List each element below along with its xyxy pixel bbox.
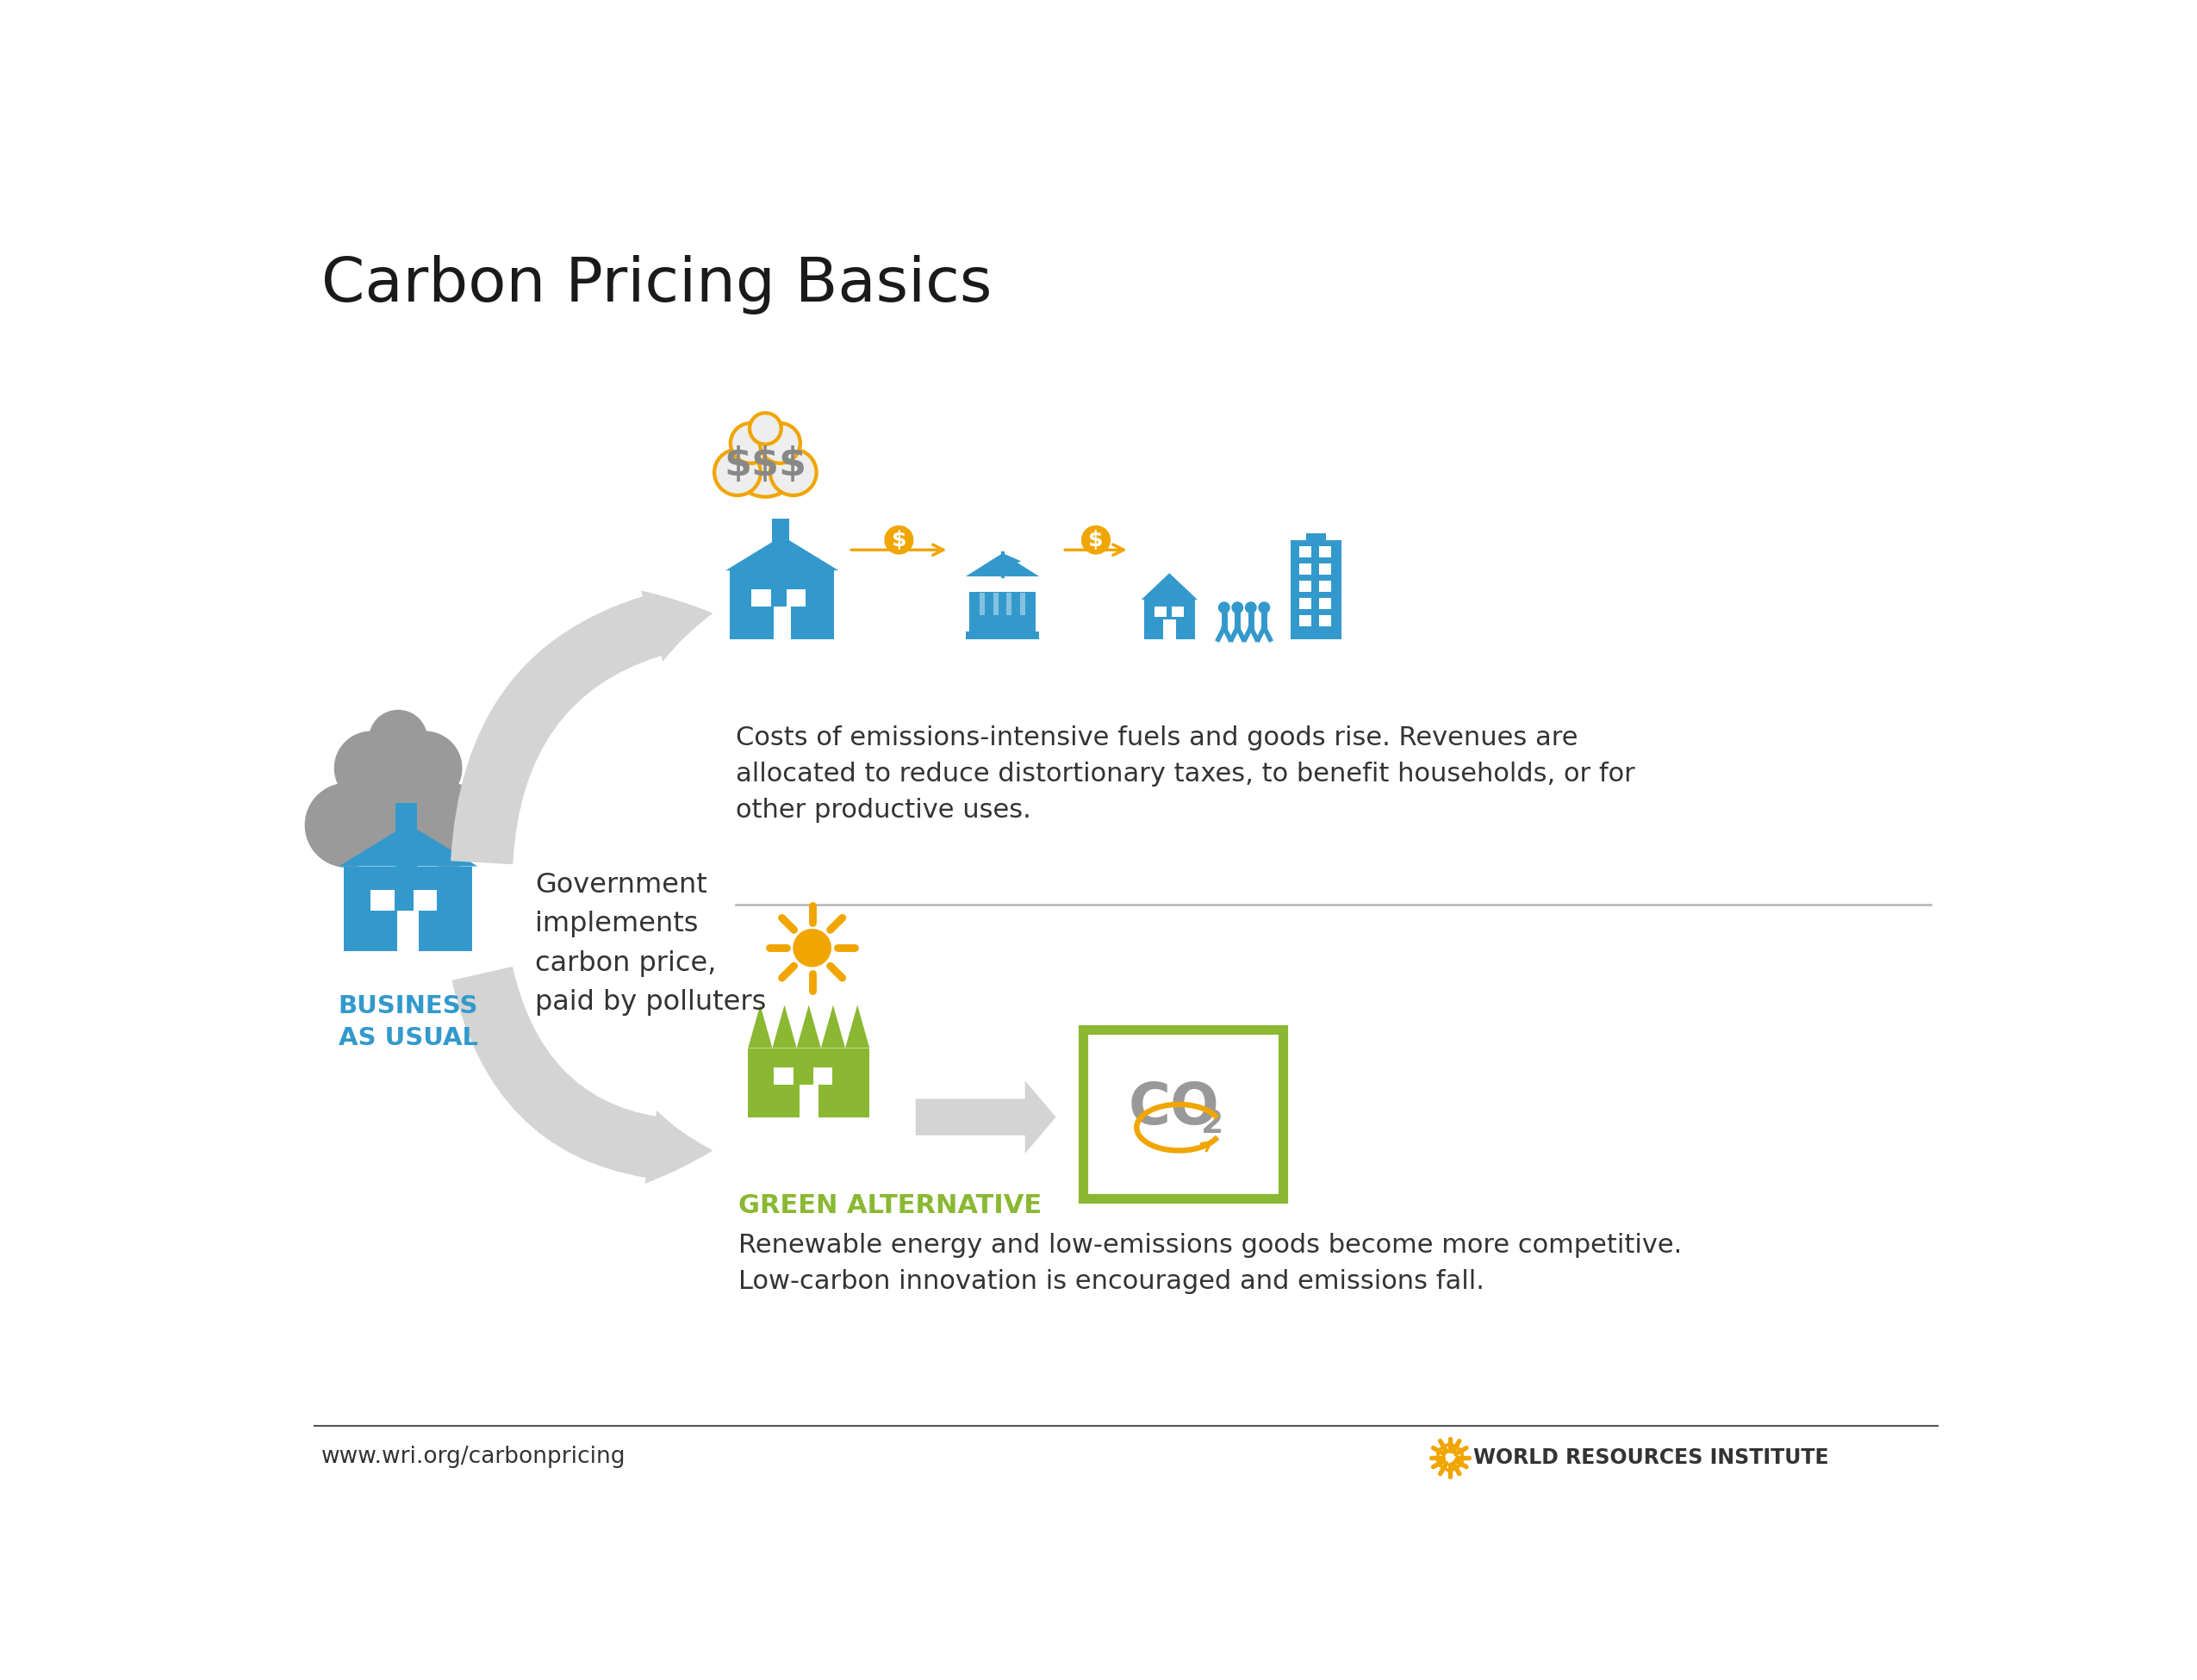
Circle shape [1081, 526, 1112, 554]
Text: $: $ [892, 529, 907, 551]
Text: GREEN ALTERNATIVE: GREEN ALTERNATIVE [738, 1193, 1041, 1218]
Circle shape [729, 428, 800, 499]
FancyBboxPatch shape [993, 593, 997, 630]
FancyBboxPatch shape [973, 623, 1033, 632]
Circle shape [883, 526, 914, 554]
FancyBboxPatch shape [1318, 546, 1331, 558]
FancyBboxPatch shape [1298, 598, 1312, 608]
Text: Renewable energy and low-emissions goods become more competitive.
Low-carbon inn: Renewable energy and low-emissions goods… [738, 1233, 1683, 1294]
FancyBboxPatch shape [1298, 564, 1312, 575]
Circle shape [758, 422, 802, 465]
FancyBboxPatch shape [773, 606, 791, 640]
Circle shape [734, 432, 798, 496]
FancyBboxPatch shape [980, 615, 1026, 623]
FancyBboxPatch shape [1145, 600, 1195, 640]
Polygon shape [338, 823, 477, 867]
Circle shape [338, 746, 459, 865]
FancyBboxPatch shape [1318, 564, 1331, 575]
FancyBboxPatch shape [1292, 539, 1342, 640]
FancyBboxPatch shape [371, 890, 393, 911]
FancyArrowPatch shape [453, 966, 712, 1183]
Circle shape [793, 929, 830, 968]
FancyArrow shape [916, 1080, 1057, 1154]
Circle shape [716, 452, 758, 494]
Text: BUSINESS
AS USUAL: BUSINESS AS USUAL [338, 995, 479, 1050]
FancyBboxPatch shape [1298, 546, 1312, 558]
FancyBboxPatch shape [1019, 593, 1026, 630]
FancyBboxPatch shape [1318, 598, 1331, 608]
FancyBboxPatch shape [1083, 1030, 1283, 1198]
Text: WORLD RESOURCES INSTITUTE: WORLD RESOURCES INSTITUTE [1474, 1446, 1828, 1468]
Circle shape [369, 709, 428, 768]
Text: Government
implements
carbon price,
paid by polluters: Government implements carbon price, paid… [536, 872, 767, 1016]
FancyBboxPatch shape [773, 1067, 793, 1084]
FancyBboxPatch shape [813, 1067, 833, 1084]
Circle shape [1233, 601, 1244, 613]
FancyBboxPatch shape [395, 803, 417, 872]
FancyBboxPatch shape [771, 519, 789, 575]
Polygon shape [725, 536, 839, 571]
Circle shape [387, 731, 461, 805]
Circle shape [729, 422, 773, 465]
FancyBboxPatch shape [729, 571, 835, 640]
FancyBboxPatch shape [969, 591, 1035, 640]
FancyBboxPatch shape [1006, 593, 1013, 630]
Polygon shape [747, 1005, 870, 1048]
Circle shape [1217, 601, 1230, 613]
FancyBboxPatch shape [1307, 533, 1327, 543]
Circle shape [762, 425, 798, 462]
Circle shape [769, 447, 817, 497]
FancyBboxPatch shape [787, 590, 806, 606]
FancyBboxPatch shape [747, 1048, 870, 1117]
FancyBboxPatch shape [1318, 615, 1331, 627]
Circle shape [1259, 601, 1270, 613]
Circle shape [747, 412, 782, 447]
Polygon shape [1002, 553, 1022, 570]
FancyBboxPatch shape [980, 593, 984, 630]
Circle shape [406, 783, 492, 867]
Text: $: $ [1088, 529, 1103, 551]
Text: CO: CO [1127, 1079, 1219, 1136]
FancyBboxPatch shape [1298, 615, 1312, 627]
FancyBboxPatch shape [1298, 581, 1312, 591]
Text: 2: 2 [1200, 1109, 1224, 1141]
Circle shape [771, 452, 815, 494]
Circle shape [305, 783, 391, 867]
Polygon shape [1140, 573, 1197, 600]
Circle shape [751, 415, 780, 442]
Text: Carbon Pricing Basics: Carbon Pricing Basics [321, 255, 993, 314]
FancyBboxPatch shape [967, 632, 1039, 640]
FancyBboxPatch shape [413, 890, 437, 911]
Text: www.wri.org/carbonpricing: www.wri.org/carbonpricing [321, 1445, 626, 1468]
Text: $$$: $$$ [725, 445, 806, 484]
Text: Costs of emissions-intensive fuels and goods rise. Revenues are
allocated to red: Costs of emissions-intensive fuels and g… [736, 726, 1635, 823]
FancyBboxPatch shape [398, 911, 420, 951]
Polygon shape [967, 553, 1039, 576]
Circle shape [732, 425, 769, 462]
FancyBboxPatch shape [1318, 581, 1331, 591]
FancyBboxPatch shape [751, 590, 771, 606]
FancyBboxPatch shape [345, 867, 472, 951]
FancyBboxPatch shape [1162, 620, 1175, 640]
FancyBboxPatch shape [1156, 606, 1167, 617]
Circle shape [1246, 601, 1257, 613]
FancyArrowPatch shape [450, 591, 714, 864]
Circle shape [712, 447, 762, 497]
Circle shape [334, 731, 409, 805]
FancyBboxPatch shape [800, 1084, 817, 1117]
FancyBboxPatch shape [1171, 606, 1184, 617]
